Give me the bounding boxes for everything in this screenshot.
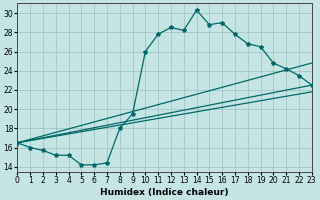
X-axis label: Humidex (Indice chaleur): Humidex (Indice chaleur)	[100, 188, 229, 197]
